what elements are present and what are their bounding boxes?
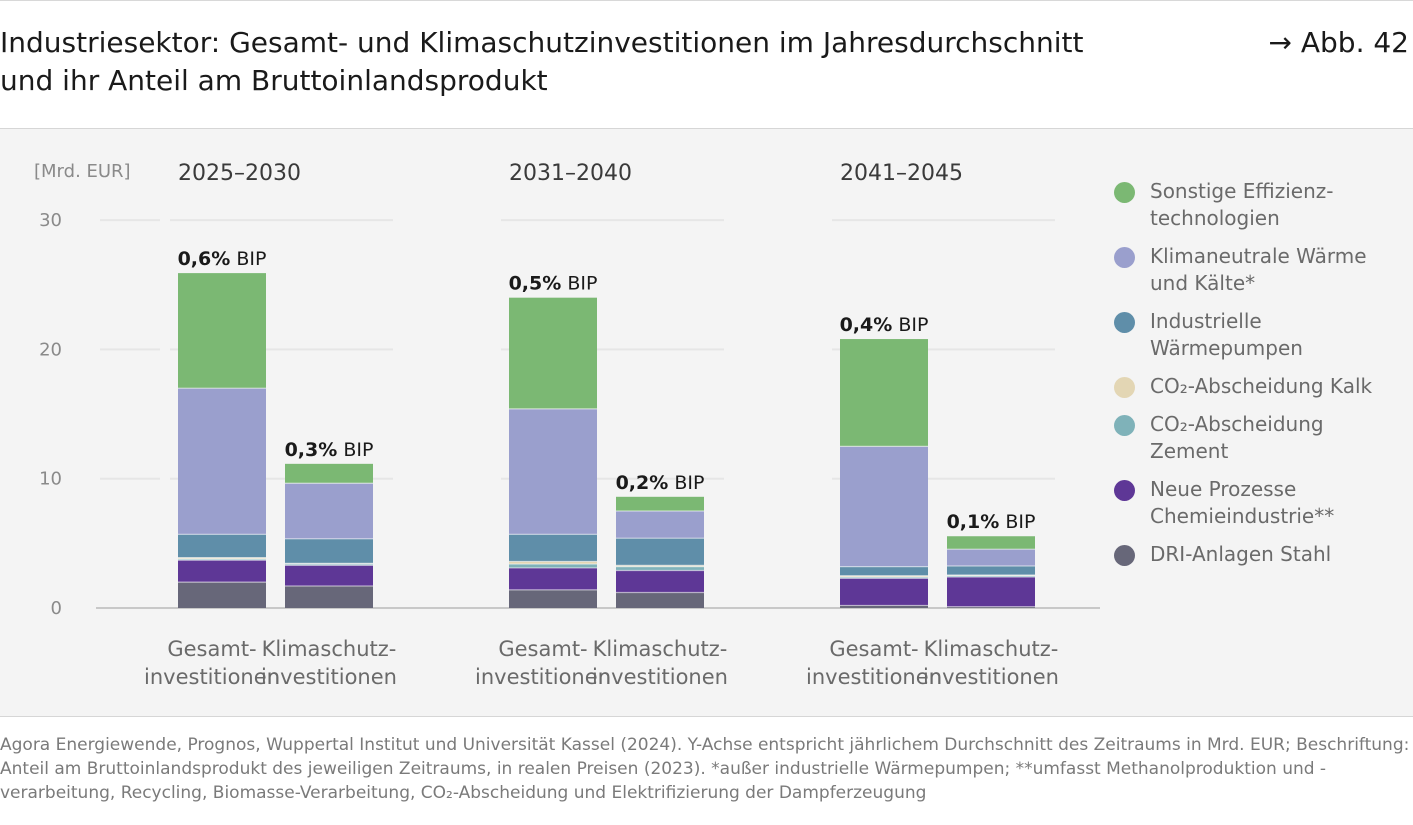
bar-segment <box>178 557 266 559</box>
legend-label: Wärmepumpen <box>1150 336 1303 360</box>
bar-segment <box>285 483 373 539</box>
category-label: investitionen <box>475 665 611 689</box>
bar-segment <box>616 592 704 608</box>
legend-label: Zement <box>1150 439 1229 463</box>
source-footnote: Agora Energiewende, Prognos, Wuppertal I… <box>0 735 1410 803</box>
group-title: 2031–2040 <box>509 161 632 186</box>
group-title: 2041–2045 <box>840 161 963 186</box>
bip-label: 0,6% BIP <box>178 248 267 270</box>
legend-item: Industrielle Wärmepumpen <box>1112 308 1412 362</box>
category-label: investitionen <box>592 665 728 689</box>
legend-label: und Kälte* <box>1150 271 1256 295</box>
category-label: investitionen <box>261 665 397 689</box>
bar-segment <box>509 564 597 568</box>
bar-segment <box>947 606 1035 608</box>
legend-swatch <box>1114 182 1135 203</box>
category-label: investitionen <box>923 665 1059 689</box>
bar-segment <box>178 560 266 583</box>
y-tick-label: 10 <box>39 469 62 490</box>
bar-segment <box>178 388 266 535</box>
bar-segment <box>178 534 266 558</box>
bar-segment <box>840 576 928 579</box>
legend-label: Klimaneutrale Wärme <box>1150 244 1367 268</box>
legend-label: Neue Prozesse <box>1150 477 1297 501</box>
bar-segment <box>285 463 373 484</box>
bar-segment <box>178 582 266 608</box>
bar-segment <box>509 297 597 409</box>
legend-item: CO₂-Abscheidung Kalk <box>1112 373 1412 400</box>
legend-swatch <box>1114 247 1135 268</box>
bar-segment <box>285 564 373 566</box>
bar-segment <box>840 446 928 567</box>
bar-segment <box>947 565 1035 576</box>
bar-segment <box>285 538 373 564</box>
bar-segment <box>840 575 928 577</box>
legend-item: CO₂-Abscheidung Zement <box>1112 411 1412 465</box>
category-label: Gesamt- <box>498 637 587 661</box>
y-tick-label: 0 <box>51 598 62 619</box>
category-label: Klimaschutz- <box>593 637 728 661</box>
bar-segment <box>616 565 704 567</box>
bip-label: 0,2% BIP <box>616 472 705 494</box>
legend-label: Chemieindustrie** <box>1150 504 1335 528</box>
bar-segment <box>947 575 1035 577</box>
bar-segment <box>178 273 266 389</box>
bar-segment <box>947 576 1035 607</box>
bar-segment <box>840 339 928 447</box>
category-label: Gesamt- <box>829 637 918 661</box>
bip-label: 0,1% BIP <box>947 511 1036 533</box>
legend-item: DRI-Anlagen Stahl <box>1112 541 1412 568</box>
bar-segment <box>178 558 266 561</box>
legend-label: Industrielle <box>1150 309 1262 333</box>
bar-segment <box>285 565 373 587</box>
legend-label: CO₂-Abscheidung Kalk <box>1150 374 1373 398</box>
bar-segment <box>616 538 704 566</box>
category-label: Gesamt- <box>167 637 256 661</box>
legend-label: Sonstige Effizienz- <box>1150 179 1334 203</box>
legend-swatch <box>1114 545 1135 566</box>
bar-segment <box>616 496 704 512</box>
legend-item: Klimaneutrale Wärme und Kälte* <box>1112 243 1412 297</box>
bar-segment <box>840 605 928 608</box>
bar-segment <box>616 570 704 593</box>
bar-chart: 0 10 20 30 [Mrd. EUR] 2025–2030 2031–2040 2041–… <box>34 161 1100 689</box>
bar-segment <box>509 534 597 562</box>
category-label: Klimaschutz- <box>262 637 397 661</box>
bar-segment <box>509 561 597 565</box>
top-divider <box>0 0 1413 1</box>
bar-segment <box>285 586 373 608</box>
bar-segment <box>947 549 1035 566</box>
category-label: investitionen <box>144 665 280 689</box>
legend-swatch <box>1114 480 1135 501</box>
bar-segment <box>947 536 1035 550</box>
category-label: investitionen <box>806 665 942 689</box>
legend-label: technologien <box>1150 206 1280 230</box>
legend-swatch <box>1114 415 1135 436</box>
y-tick-label: 20 <box>39 339 62 360</box>
bar-segment <box>509 589 597 608</box>
figure-reference: → Abb. 42 <box>1268 26 1410 59</box>
bip-label: 0,3% BIP <box>285 439 374 461</box>
legend-swatch <box>1114 377 1135 398</box>
group-title: 2025–2030 <box>178 161 301 186</box>
legend-item: Neue Prozesse Chemieindustrie** <box>1112 476 1412 530</box>
chart-legend: Sonstige Effizienz-technologien Klimaneut… <box>1112 178 1412 579</box>
bar-segment <box>509 408 597 535</box>
legend-swatch <box>1114 312 1135 333</box>
bar-segment <box>616 511 704 539</box>
category-label: Klimaschutz- <box>924 637 1059 661</box>
legend-item: Sonstige Effizienz-technologien <box>1112 178 1412 232</box>
bar-segment <box>509 567 597 590</box>
legend-label: DRI-Anlagen Stahl <box>1150 542 1332 566</box>
bip-label: 0,5% BIP <box>509 273 598 295</box>
y-tick-label: 30 <box>39 210 62 231</box>
y-axis-unit-label: [Mrd. EUR] <box>34 161 131 182</box>
bip-label: 0,4% BIP <box>840 314 929 336</box>
bar-segment <box>840 578 928 606</box>
bar-segment <box>616 566 704 571</box>
bar-segment <box>840 566 928 576</box>
legend-label: CO₂-Abscheidung <box>1150 412 1324 436</box>
chart-title: Industriesektor: Gesamt- und Klimaschutz… <box>0 26 1084 97</box>
